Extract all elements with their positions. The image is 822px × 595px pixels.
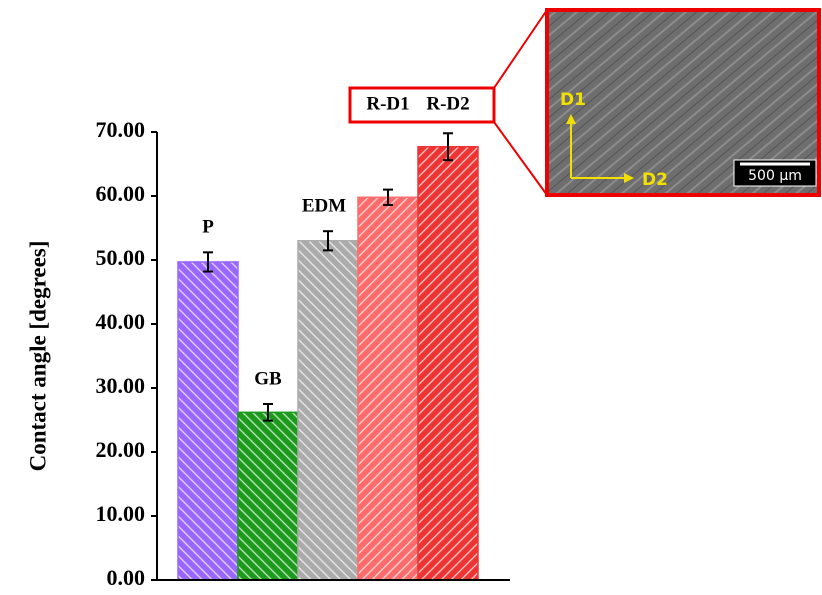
connector [494, 10, 547, 88]
y-tick-label: 70.00 [96, 117, 146, 142]
category-label: R-D2 [426, 93, 469, 114]
y-tick-label: 20.00 [96, 437, 146, 462]
y-tick-label: 10.00 [96, 501, 146, 526]
category-label: EDM [302, 196, 346, 217]
category-label: P [202, 217, 214, 238]
chart: Contact angle [degrees] D1 D2 500 µm 0.0… [0, 0, 822, 595]
connector [494, 122, 547, 195]
bar [178, 262, 238, 580]
bar [298, 241, 358, 580]
y-tick-label: 30.00 [96, 373, 146, 398]
y-axis-label: Contact angle [degrees] [25, 241, 50, 472]
bar [238, 412, 298, 580]
bar [358, 197, 418, 580]
inset-label: D1 [560, 90, 586, 110]
y-tick-label: 60.00 [96, 181, 146, 206]
bar [418, 147, 478, 580]
inset-label: D2 [642, 170, 668, 190]
category-label: R-D1 [366, 93, 409, 114]
y-tick-label: 0.00 [107, 565, 146, 590]
y-tick-label: 40.00 [96, 309, 146, 334]
y-tick-label: 50.00 [96, 245, 146, 270]
category-label: GB [254, 368, 282, 389]
scale-bar-label: 500 µm [748, 168, 802, 184]
